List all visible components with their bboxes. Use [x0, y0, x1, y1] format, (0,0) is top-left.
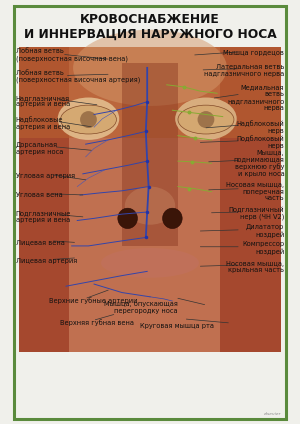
Text: Подглазничные
артерия и вена: Подглазничные артерия и вена [16, 210, 71, 223]
Ellipse shape [101, 248, 199, 278]
Ellipse shape [61, 105, 116, 134]
Text: Круговая мышца рта: Круговая мышца рта [140, 323, 214, 329]
Text: Мышца гордецов: Мышца гордецов [224, 50, 284, 56]
Text: Угловая артерия: Угловая артерия [16, 173, 75, 179]
Ellipse shape [80, 111, 97, 128]
Text: Дорсальная
артерия носа: Дорсальная артерия носа [16, 142, 63, 155]
Text: Подблоковый
нерв: Подблоковый нерв [236, 135, 284, 149]
Text: Носовая мышца,
крыльная часть: Носовая мышца, крыльная часть [226, 261, 284, 273]
Ellipse shape [163, 208, 182, 229]
Text: elsevier: elsevier [264, 412, 281, 416]
Text: Верхние губные артерии: Верхние губные артерии [49, 297, 138, 304]
Text: Надблоковые
артерия и вена: Надблоковые артерия и вена [16, 116, 70, 130]
Text: Лобная ветвь
(поверхностная височная артерия): Лобная ветвь (поверхностная височная арт… [16, 70, 140, 83]
Text: Надглазничная
артерия и вена: Надглазничная артерия и вена [16, 95, 70, 107]
Text: Мышца, опускающая
перегородку носа: Мышца, опускающая перегородку носа [104, 301, 178, 314]
Bar [19, 47, 69, 352]
Text: Латеральная ветвь
надглазничного нерва: Латеральная ветвь надглазничного нерва [204, 64, 284, 77]
Ellipse shape [178, 105, 234, 134]
Ellipse shape [58, 98, 119, 140]
Ellipse shape [118, 208, 137, 229]
Text: Верхняя губная вена: Верхняя губная вена [61, 319, 134, 326]
Bar [122, 63, 178, 246]
Text: Угловая вена: Угловая вена [16, 192, 62, 198]
Text: Носовая мышца,
поперечная
часть: Носовая мышца, поперечная часть [226, 182, 284, 201]
Ellipse shape [198, 111, 214, 128]
Text: Лицевая артерия: Лицевая артерия [16, 258, 77, 264]
Bar [19, 47, 281, 352]
Text: Надблоковый
нерв: Надблоковый нерв [236, 120, 284, 134]
Ellipse shape [73, 30, 227, 106]
FancyBboxPatch shape [14, 6, 286, 419]
Text: Компрессор
ноздрей: Компрессор ноздрей [242, 241, 284, 255]
Ellipse shape [175, 98, 237, 140]
Text: Мышца,
поднимающая
верхнюю губу
и крыло носа: Мышца, поднимающая верхнюю губу и крыло … [233, 150, 284, 177]
Ellipse shape [125, 187, 175, 225]
Text: Подглазничный
нерв (ЧН V2): Подглазничный нерв (ЧН V2) [229, 206, 284, 220]
Bar [220, 47, 281, 352]
Text: Лицевая вена: Лицевая вена [16, 239, 64, 245]
Bar [19, 47, 281, 138]
Text: Медиальная
ветвь
надглазничного
нерва: Медиальная ветвь надглазничного нерва [227, 84, 284, 111]
Text: КРОВОСНАБЖЕНИЕ
И ИННЕРВАЦИЯ НАРУЖНОГО НОСА: КРОВОСНАБЖЕНИЕ И ИННЕРВАЦИЯ НАРУЖНОГО НО… [24, 13, 276, 41]
Text: Дилататор
ноздрей: Дилататор ноздрей [246, 224, 284, 238]
Text: Лобная ветвь
(поверхностная височная вена): Лобная ветвь (поверхностная височная вен… [16, 48, 128, 62]
